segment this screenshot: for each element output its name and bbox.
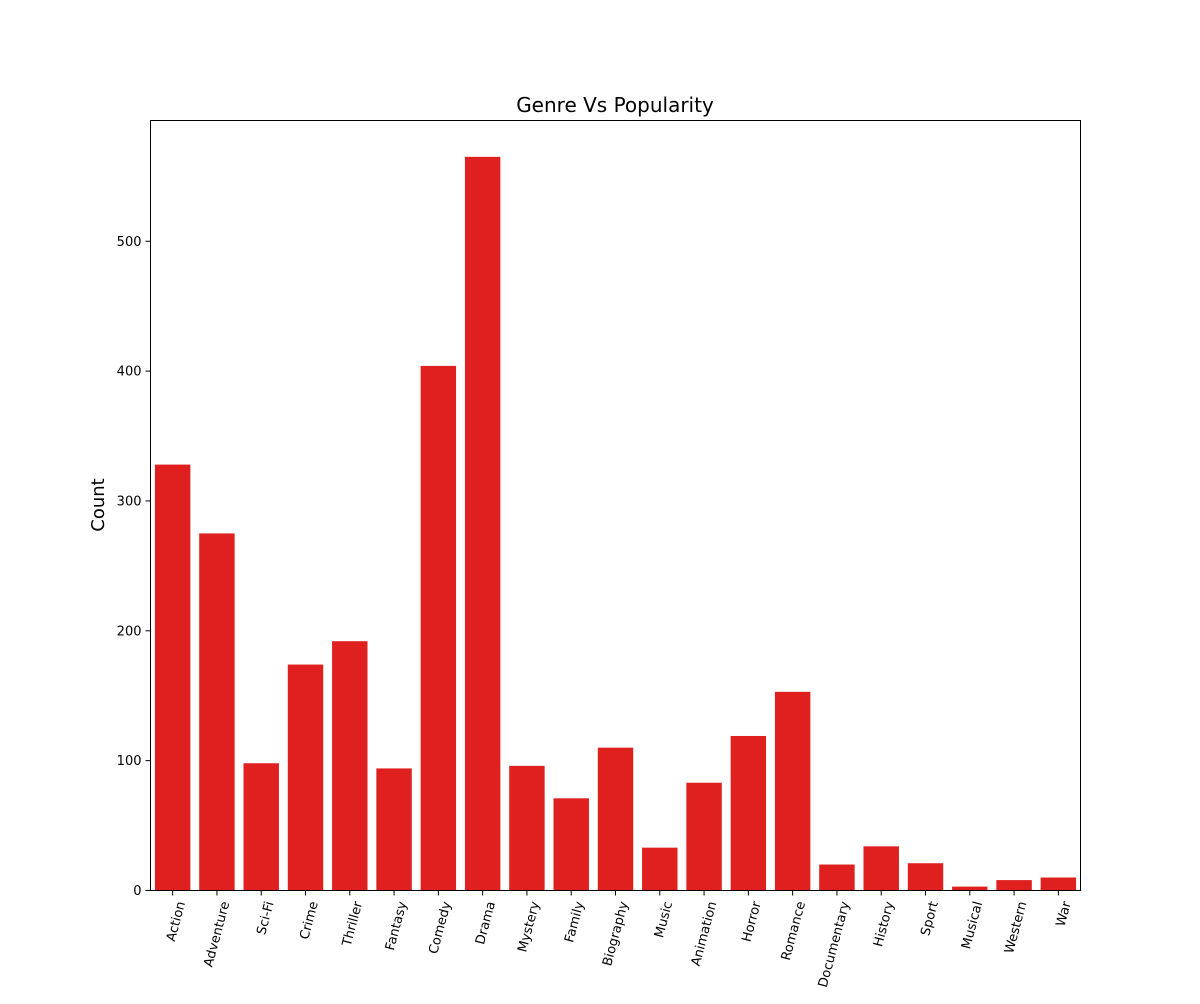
y-tick-label: 200 [117, 624, 142, 639]
x-tick-label: Family [562, 900, 587, 945]
x-tick-label: Horror [740, 899, 765, 943]
x-tick-label: Adventure [201, 900, 233, 969]
x-tick-label: Thriller [340, 899, 367, 949]
y-tick-label: 300 [117, 494, 142, 509]
bar-mystery [509, 765, 545, 891]
x-tick-label: Animation [689, 900, 721, 968]
x-tick-label: War [1054, 899, 1075, 928]
x-tick-label: History [871, 900, 898, 949]
x-tick-label: Drama [473, 900, 499, 946]
bar-action [154, 464, 191, 891]
bar-history [863, 846, 899, 891]
bar-sport [907, 863, 944, 891]
y-tick-label: 100 [117, 754, 142, 769]
y-axis-label: Count [88, 478, 109, 531]
bars-layer [154, 156, 1077, 891]
x-tick-label: Fantasy [383, 900, 411, 952]
bar-sci-fi [243, 763, 279, 891]
x-tick-label: Crime [297, 900, 322, 941]
x-tick-label: Music [652, 900, 676, 940]
x-tick-label: Sport [918, 900, 942, 938]
x-tick-label: Documentary [816, 900, 853, 990]
y-tick-label: 0 [133, 884, 141, 899]
y-tick-label: 500 [117, 235, 142, 250]
bar-drama [464, 156, 501, 891]
y-axis-ticks: 0 100 200 300 400 500 [117, 235, 151, 899]
bar-documentary [819, 864, 855, 891]
x-axis-ticks: Action Adventure Sci-Fi Crime Thriller Fantas… [164, 890, 1075, 990]
bar-biography [597, 747, 634, 891]
bar-thriller [332, 641, 368, 891]
x-tick-label: Mystery [515, 900, 543, 954]
y-tick-label: 400 [117, 365, 142, 380]
plot-frame [150, 120, 1081, 891]
bar-romance [774, 691, 811, 891]
x-tick-label: Western [1002, 900, 1030, 955]
bar-crime [287, 664, 324, 891]
x-tick-label: Comedy [426, 900, 454, 956]
bar-family [553, 798, 589, 891]
bar-adventure [199, 533, 235, 891]
bar-animation [686, 782, 722, 891]
bar-comedy [420, 365, 457, 891]
bar-war [1040, 877, 1077, 891]
bar-horror [730, 735, 767, 891]
x-tick-label: Romance [779, 900, 809, 962]
x-tick-label: Action [164, 900, 189, 943]
bar-fantasy [376, 768, 412, 891]
x-tick-label: Musical [959, 900, 986, 951]
x-tick-label: Sci-Fi [254, 900, 277, 937]
chart-title: Genre Vs Popularity [516, 93, 714, 117]
bar-western [996, 880, 1032, 891]
bar-music [642, 847, 678, 891]
bar-musical [952, 886, 988, 891]
x-tick-label: Biography [600, 900, 632, 968]
